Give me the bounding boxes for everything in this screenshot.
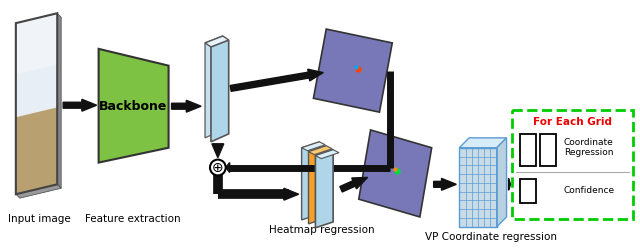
Polygon shape: [205, 36, 228, 47]
Text: Feature extraction: Feature extraction: [85, 214, 181, 224]
FancyBboxPatch shape: [520, 134, 536, 166]
FancyArrow shape: [340, 177, 367, 192]
Text: Confidence: Confidence: [564, 186, 615, 195]
FancyBboxPatch shape: [460, 148, 497, 227]
Text: VP Coordinate regression: VP Coordinate regression: [425, 232, 557, 242]
Polygon shape: [308, 146, 326, 224]
Polygon shape: [57, 13, 61, 188]
Text: ⊕: ⊕: [212, 161, 223, 175]
Text: For Each Grid: For Each Grid: [533, 117, 612, 127]
Text: Coordinate
Regression: Coordinate Regression: [564, 138, 614, 157]
Text: Input image: Input image: [8, 214, 71, 224]
Polygon shape: [16, 184, 61, 198]
FancyBboxPatch shape: [540, 134, 556, 166]
Polygon shape: [460, 138, 507, 148]
FancyArrow shape: [509, 178, 511, 190]
Polygon shape: [99, 49, 168, 163]
Text: Heatmap regression: Heatmap regression: [269, 225, 374, 235]
FancyArrow shape: [226, 163, 230, 173]
FancyArrow shape: [230, 69, 323, 91]
Polygon shape: [16, 107, 57, 194]
FancyBboxPatch shape: [520, 179, 536, 203]
Polygon shape: [316, 150, 333, 228]
Polygon shape: [497, 138, 507, 227]
Polygon shape: [211, 40, 228, 142]
Polygon shape: [308, 146, 332, 155]
Polygon shape: [314, 29, 392, 112]
Circle shape: [210, 160, 226, 176]
Polygon shape: [16, 13, 57, 117]
FancyArrow shape: [434, 178, 456, 190]
Polygon shape: [359, 130, 431, 217]
FancyArrow shape: [63, 99, 97, 111]
FancyArrow shape: [172, 100, 201, 112]
Polygon shape: [16, 13, 57, 74]
Polygon shape: [301, 142, 325, 151]
FancyArrow shape: [284, 188, 299, 200]
FancyArrow shape: [212, 144, 224, 158]
Text: Backbone: Backbone: [99, 100, 167, 113]
Polygon shape: [301, 142, 319, 220]
FancyBboxPatch shape: [513, 110, 633, 219]
Polygon shape: [205, 36, 223, 138]
Polygon shape: [316, 150, 339, 159]
